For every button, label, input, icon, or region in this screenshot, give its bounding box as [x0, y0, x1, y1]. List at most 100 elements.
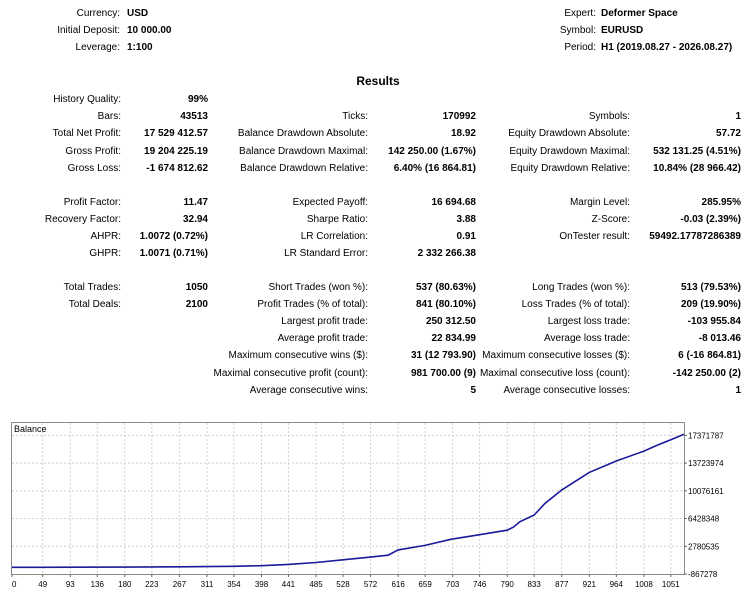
average-consecutive-losses-label: Average consecutive losses: — [503, 385, 630, 396]
total-trades-value: 1050 — [185, 282, 208, 293]
results-title: Results — [356, 74, 400, 88]
currency-value: USD — [127, 8, 149, 19]
x-tick-label: 223 — [145, 580, 159, 589]
profit-trades-label: Profit Trades (% of total): — [257, 299, 368, 310]
equity-dd-relative-label: Equity Drawdown Relative: — [510, 163, 631, 174]
chart-title: Balance — [14, 424, 47, 434]
profit-factor-label: Profit Factor: — [63, 197, 121, 208]
x-tick-label: 49 — [38, 580, 47, 589]
bars-value: 43513 — [180, 111, 208, 122]
x-tick-label: 441 — [282, 580, 296, 589]
max-consecutive-losses-value: 6 (-16 864.81) — [678, 350, 741, 361]
average-profit-label: Average profit trade: — [277, 333, 368, 344]
lr-standard-error-label: LR Standard Error: — [284, 248, 368, 259]
y-tick-label: 6428348 — [688, 515, 720, 524]
leverage-value: 1:100 — [127, 42, 153, 53]
net-profit-value: 17 529 412.57 — [144, 128, 208, 139]
x-tick-label: 267 — [173, 580, 187, 589]
y-tick-label: -867278 — [688, 570, 718, 579]
history-quality-value: 99% — [187, 94, 208, 105]
largest-loss-value: -103 955.84 — [687, 316, 741, 327]
z-score-label: Z-Score: — [591, 214, 630, 225]
max-consecutive-wins-label: Maximum consecutive wins ($): — [228, 350, 368, 361]
average-profit-value: 22 834.99 — [431, 333, 477, 344]
short-trades-value: 537 (80.63%) — [415, 282, 476, 293]
gross-loss-label: Gross Loss: — [67, 163, 121, 174]
gross-profit-label: Gross Profit: — [65, 146, 121, 157]
balance-dd-absolute-value: 18.92 — [450, 128, 476, 139]
lr-correlation-value: 0.91 — [456, 231, 476, 242]
loss-trades-label: Loss Trades (% of total): — [521, 299, 630, 310]
total-deals-label: Total Deals: — [68, 299, 121, 310]
margin-level-value: 285.95% — [701, 197, 741, 208]
largest-profit-label: Largest profit trade: — [281, 316, 368, 327]
total-deals-value: 2100 — [185, 299, 208, 310]
x-tick-label: 93 — [66, 580, 75, 589]
y-tick-label: 10076161 — [688, 487, 724, 496]
x-tick-label: 790 — [501, 580, 515, 589]
currency-label: Currency: — [76, 8, 120, 19]
x-tick-label: 616 — [391, 580, 405, 589]
ahpr-label: AHPR: — [90, 231, 121, 242]
ahpr-value: 1.0072 (0.72%) — [139, 231, 208, 242]
x-tick-label: 485 — [309, 580, 323, 589]
history-quality-label: History Quality: — [53, 94, 121, 105]
equity-dd-absolute-label: Equity Drawdown Absolute: — [508, 128, 630, 139]
x-tick-label: 572 — [364, 580, 378, 589]
loss-trades-value: 209 (19.90%) — [680, 299, 741, 310]
balance-dd-relative-label: Balance Drawdown Relative: — [240, 163, 368, 174]
expert-value: Deformer Space — [601, 8, 678, 19]
largest-loss-label: Largest loss trade: — [547, 316, 630, 327]
maximal-consecutive-loss-value: -142 250.00 (2) — [672, 368, 741, 379]
balance-dd-maximal-label: Balance Drawdown Maximal: — [239, 146, 368, 157]
total-trades-label: Total Trades: — [63, 282, 121, 293]
maximal-consecutive-loss-label: Maximal consecutive loss (count): — [479, 368, 630, 379]
average-consecutive-losses-value: 1 — [735, 385, 741, 396]
recovery-factor-value: 32.94 — [182, 214, 208, 225]
z-score-value: -0.03 (2.39%) — [680, 214, 741, 225]
average-consecutive-wins-label: Average consecutive wins: — [249, 385, 368, 396]
x-tick-label: 1008 — [635, 580, 653, 589]
ticks-value: 170992 — [442, 111, 476, 122]
maximal-consecutive-profit-label: Maximal consecutive profit (count): — [213, 368, 368, 379]
x-tick-label: 180 — [118, 580, 132, 589]
balance-dd-maximal-value: 142 250.00 (1.67%) — [388, 146, 476, 157]
average-consecutive-wins-value: 5 — [470, 385, 476, 396]
max-consecutive-losses-label: Maximum consecutive losses ($): — [482, 350, 630, 361]
initial-deposit-value: 10 000.00 — [127, 25, 172, 36]
initial-deposit-label: Initial Deposit: — [57, 25, 120, 36]
gross-profit-value: 19 204 225.19 — [144, 146, 208, 157]
equity-dd-relative-value: 10.84% (28 966.42) — [653, 163, 741, 174]
ontester-result-value: 59492.17787286389 — [649, 231, 741, 242]
x-tick-label: 877 — [555, 580, 569, 589]
y-tick-label: 13723974 — [688, 459, 724, 468]
average-loss-label: Average loss trade: — [544, 333, 630, 344]
equity-dd-maximal-value: 532 131.25 (4.51%) — [653, 146, 741, 157]
expert-label: Expert: — [564, 8, 596, 19]
long-trades-value: 513 (79.53%) — [680, 282, 741, 293]
lr-standard-error-value: 2 332 266.38 — [417, 248, 476, 259]
profit-trades-value: 841 (80.10%) — [415, 299, 476, 310]
short-trades-label: Short Trades (won %): — [268, 282, 368, 293]
lr-correlation-label: LR Correlation: — [300, 231, 368, 242]
maximal-consecutive-profit-value: 981 700.00 (9) — [410, 368, 476, 379]
period-label: Period: — [564, 42, 596, 53]
y-tick-label: 2780535 — [688, 542, 720, 551]
ghpr-label: GHPR: — [89, 248, 121, 259]
x-tick-label: 746 — [473, 580, 487, 589]
symbols-label: Symbols: — [588, 111, 630, 122]
recovery-factor-label: Recovery Factor: — [44, 214, 121, 225]
period-value: H1 (2019.08.27 - 2026.08.27) — [601, 42, 733, 53]
max-consecutive-wins-value: 31 (12 793.90) — [410, 350, 476, 361]
net-profit-label: Total Net Profit: — [52, 128, 121, 139]
margin-level-label: Margin Level: — [569, 197, 630, 208]
balance-line — [12, 433, 685, 569]
average-loss-value: -8 013.46 — [698, 333, 741, 344]
gross-loss-value: -1 674 812.62 — [146, 163, 208, 174]
balance-dd-absolute-label: Balance Drawdown Absolute: — [237, 128, 368, 139]
x-tick-label: 136 — [91, 580, 105, 589]
x-tick-label: 921 — [583, 580, 597, 589]
x-tick-label: 703 — [446, 580, 460, 589]
expected-payoff-value: 16 694.68 — [431, 197, 477, 208]
